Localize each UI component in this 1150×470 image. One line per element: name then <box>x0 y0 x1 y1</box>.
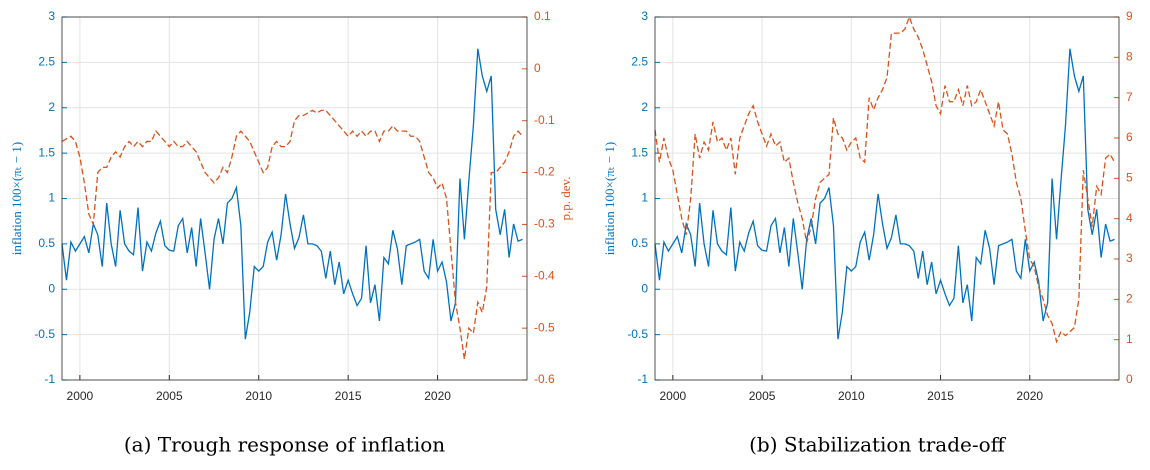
y-tick-label: 2 <box>641 100 648 114</box>
x-tick-label: 2005 <box>749 389 776 403</box>
y-tick-label: 0.5 <box>38 236 55 250</box>
series-line <box>654 15 1116 344</box>
caption: (b) Stabilization trade-off <box>749 433 1007 457</box>
y2-tick-label: 5 <box>1126 171 1133 185</box>
y2-tick-label: 9 <box>1126 9 1133 23</box>
y-tick-label: 3 <box>641 9 648 23</box>
x-tick-label: 2015 <box>927 389 954 403</box>
axes-box <box>61 16 528 381</box>
x-tick-label: 2000 <box>659 389 686 403</box>
y2-tick-label: -0.2 <box>534 165 555 179</box>
x-tick-label: 2005 <box>156 389 183 403</box>
y2-tick-label: -0.6 <box>534 372 555 386</box>
y-tick-label: -0.5 <box>34 327 55 341</box>
x-tick-label: 2000 <box>67 389 94 403</box>
y-tick-label: 3 <box>48 9 55 23</box>
y-tick-label: 1 <box>641 191 648 205</box>
y-tick-label: 0.5 <box>631 236 648 250</box>
y-tick-label: 0 <box>641 281 648 295</box>
y-tick-label: 1.5 <box>38 145 55 159</box>
y-axis-label: inflation 100×(πₜ − 1) <box>9 142 24 256</box>
y2-tick-label: 4 <box>1126 211 1133 225</box>
y2-tick-label: 8 <box>1126 50 1133 64</box>
panel: 2000 2005 2010 2015 2020 -1 -0.5 0 0.5 1 1.5 2 2.5 3 0… <box>602 9 1150 456</box>
x-tick-label: 2010 <box>245 389 272 403</box>
series-line <box>654 48 1115 340</box>
y-tick-label: -1 <box>44 372 55 386</box>
y-axis-label: inflation 100×(πₜ − 1) <box>602 142 617 256</box>
y2-tick-label: -0.4 <box>534 268 555 282</box>
y-tick-label: 2.5 <box>631 55 648 69</box>
axes-box <box>654 16 1120 381</box>
series-line <box>61 109 524 360</box>
y-tick-label: 1 <box>48 191 55 205</box>
y-tick-label: 2.5 <box>38 55 55 69</box>
y2-tick-label: 0 <box>1126 372 1133 386</box>
y-tick-label: -0.5 <box>627 327 648 341</box>
y2-tick-label: 2 <box>1126 292 1133 306</box>
y2-tick-label: 0.1 <box>534 9 551 23</box>
y2-tick-label: 3 <box>1126 251 1133 265</box>
series-line <box>61 48 523 340</box>
y-tick-label: 2 <box>48 100 55 114</box>
y2-tick-label: 1 <box>1126 332 1133 346</box>
x-tick-label: 2015 <box>335 389 362 403</box>
x-tick-label: 2020 <box>424 389 451 403</box>
y2-axis-label: p.p. dev. <box>558 177 573 221</box>
y2-tick-label: -0.5 <box>534 320 555 334</box>
y-tick-label: 0 <box>48 281 55 295</box>
caption: (a) Trough response of inflation <box>124 433 445 457</box>
y2-tick-label: -0.1 <box>534 113 555 127</box>
x-tick-label: 2020 <box>1016 389 1043 403</box>
y-tick-label: 1.5 <box>631 145 648 159</box>
panel: 2000 2005 2010 2015 2020 -1 -0.5 0 0.5 1 1.5 2 2.5 3 -… <box>9 9 573 456</box>
x-tick-label: 2010 <box>838 389 865 403</box>
y2-tick-label: -0.3 <box>534 217 555 231</box>
y2-tick-label: 0 <box>534 61 541 75</box>
y2-tick-label: 7 <box>1126 90 1133 104</box>
y2-tick-label: 6 <box>1126 130 1133 144</box>
y-tick-label: -1 <box>637 372 648 386</box>
